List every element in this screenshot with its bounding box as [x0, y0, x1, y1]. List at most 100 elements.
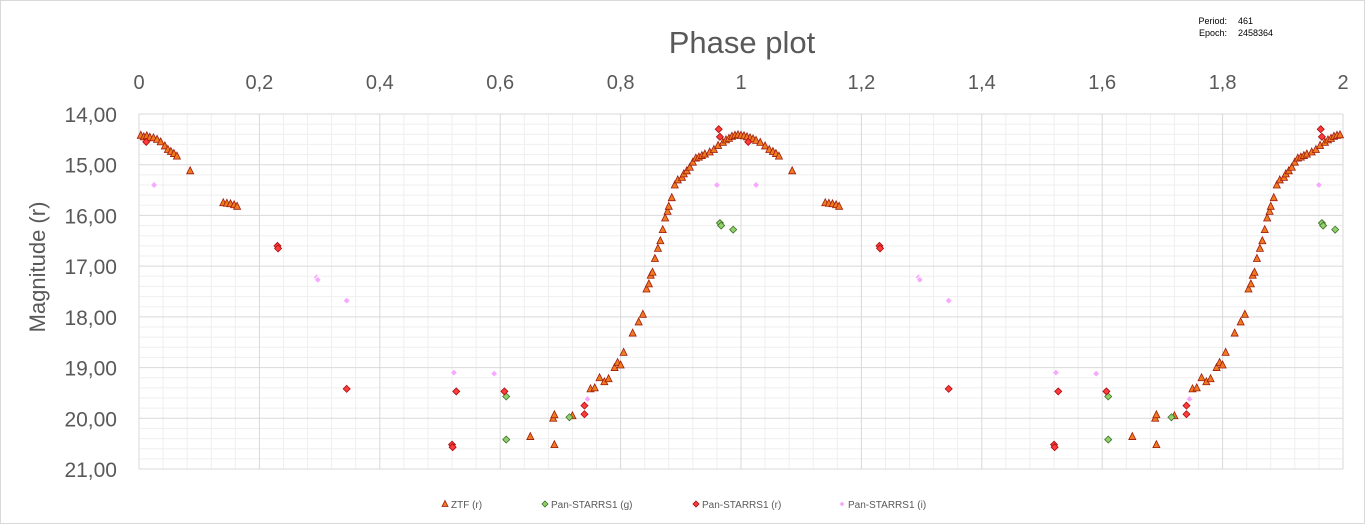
pan-starrs1-i-point	[449, 368, 458, 377]
y-tick-label: 14,00	[64, 104, 117, 127]
ztf-r-point	[172, 151, 182, 160]
ztf-r-point	[595, 372, 604, 382]
pan-starrs1-r-point	[714, 125, 723, 134]
ztf-r-point	[667, 192, 676, 202]
pan-starrs1-g-point	[1167, 413, 1176, 422]
legend-label: Pan-STARRS1 (i)	[848, 500, 926, 511]
pan-starrs1-i-point	[1092, 369, 1101, 378]
legend-item-pan-starrs1-i: Pan-STARRS1 (i)	[838, 500, 926, 511]
pan-starrs1-r-point	[1054, 387, 1063, 396]
ztf-r-point	[1218, 360, 1227, 369]
ztf-r-point	[756, 137, 765, 146]
axes: 0 0,2 0,4 0,6 0,8 1 1,2 1,4 1,6 1,8 2 14,00 15,00 16,…	[64, 72, 1348, 482]
pan-starrs1-g-point	[1104, 435, 1113, 444]
ztf-r-point	[1212, 362, 1221, 371]
ztf-r-point	[638, 309, 648, 318]
ztf-r-point	[232, 201, 242, 210]
y-tick-label: 21,00	[64, 459, 117, 482]
pan-starrs1-i-point	[751, 180, 761, 190]
chart-title: Phase plot	[669, 25, 816, 60]
ztf-r-point	[1240, 309, 1250, 318]
pan-starrs1-r-point	[1050, 443, 1059, 452]
ztf-r-point	[1287, 162, 1296, 171]
pan-starrs1-r-point	[273, 244, 283, 253]
ztf-r-point	[590, 382, 599, 392]
pan-starrs1-r-point	[744, 137, 753, 146]
y-tick-label: 19,00	[64, 358, 117, 381]
ztf-r-point	[644, 278, 654, 288]
ztf-r-point	[1263, 213, 1272, 222]
legend-item-ztf-r: ZTF (r)	[441, 499, 482, 511]
pan-starrs1-r-point	[1182, 401, 1191, 410]
ztf-r-point	[670, 180, 679, 189]
pan-starrs1-r-point	[452, 387, 461, 396]
pan-starrs1-g-point	[717, 221, 726, 230]
pan-starrs1-r-point	[448, 443, 457, 452]
x-tick-label: 0,8	[607, 72, 635, 94]
ztf-r-point	[156, 136, 165, 146]
ztf-r-point	[1260, 224, 1269, 234]
ztf-r-point	[550, 409, 559, 419]
ztf-r-point	[619, 347, 628, 356]
pan-starrs1-r-point	[142, 137, 151, 146]
pan-starrs1-r-point	[580, 410, 589, 419]
legend-label: Pan-STARRS1 (g)	[551, 500, 633, 511]
x-tick-label: 0,6	[486, 72, 514, 94]
pan-starrs1-r-point	[580, 401, 589, 410]
pan-starrs1-r-point	[715, 132, 724, 141]
ztf-r-point	[526, 431, 535, 440]
ztf-r-point	[653, 243, 663, 252]
x-tick-label: 1,8	[1209, 72, 1237, 94]
ztf-r-point	[760, 141, 770, 150]
ztf-r-point	[186, 165, 195, 175]
legend-marker	[541, 500, 549, 508]
pan-starrs1-r-point	[875, 244, 885, 253]
pan-starrs1-g-point	[729, 225, 738, 234]
ztf-r-point	[1244, 284, 1253, 293]
data-points	[136, 125, 1345, 452]
y-tick-label: 15,00	[64, 155, 117, 178]
legend: ZTF (r) Pan-STARRS1 (g) Pan-STARRS1 (r) Pan…	[441, 499, 926, 511]
ztf-r-point	[550, 439, 559, 449]
ztf-r-point	[648, 267, 657, 276]
period-value: 461	[1238, 16, 1253, 26]
ztf-r-point	[661, 213, 670, 222]
pan-starrs1-i-point	[313, 275, 322, 284]
x-tick-label: 0,4	[366, 72, 394, 94]
pan-starrs1-r-point	[1182, 410, 1191, 419]
pan-starrs1-i-point	[583, 394, 592, 404]
ztf-r-point	[1311, 144, 1321, 153]
pan-starrs1-r-point	[500, 387, 509, 396]
ztf-r-point	[1290, 157, 1299, 166]
pan-starrs1-r-point	[1317, 132, 1326, 141]
ztf-r-point	[1192, 382, 1201, 392]
pan-starrs1-i-point	[149, 180, 159, 190]
pan-starrs1-r-point	[342, 384, 351, 393]
ztf-r-point	[1272, 180, 1281, 189]
ztf-r-point	[1255, 243, 1265, 252]
ztf-r-point	[616, 360, 625, 369]
pan-starrs1-i-point	[490, 369, 499, 378]
ztf-r-point	[663, 206, 672, 215]
grid	[138, 113, 1344, 470]
ztf-r-point	[1266, 201, 1275, 210]
ztf-r-point	[1250, 267, 1259, 276]
x-tick-label: 1	[735, 72, 746, 94]
ztf-r-point	[685, 162, 694, 171]
legend-marker	[838, 500, 846, 508]
ztf-r-point	[1252, 253, 1262, 262]
ztf-r-point	[1197, 372, 1206, 382]
y-tick-label: 17,00	[64, 256, 117, 279]
ztf-r-point	[774, 151, 784, 160]
ztf-r-point	[1246, 278, 1256, 288]
info-box: Period: 461 Epoch: 2458364	[1198, 16, 1273, 38]
pan-starrs1-i-point	[915, 275, 924, 284]
pan-starrs1-g-point	[1331, 225, 1340, 234]
pan-starrs1-i-point	[712, 180, 721, 190]
pan-starrs1-i-point	[1314, 180, 1323, 190]
legend-label: Pan-STARRS1 (r)	[702, 500, 781, 511]
ztf-r-point	[1230, 328, 1239, 337]
x-tick-label: 1,2	[847, 72, 875, 94]
